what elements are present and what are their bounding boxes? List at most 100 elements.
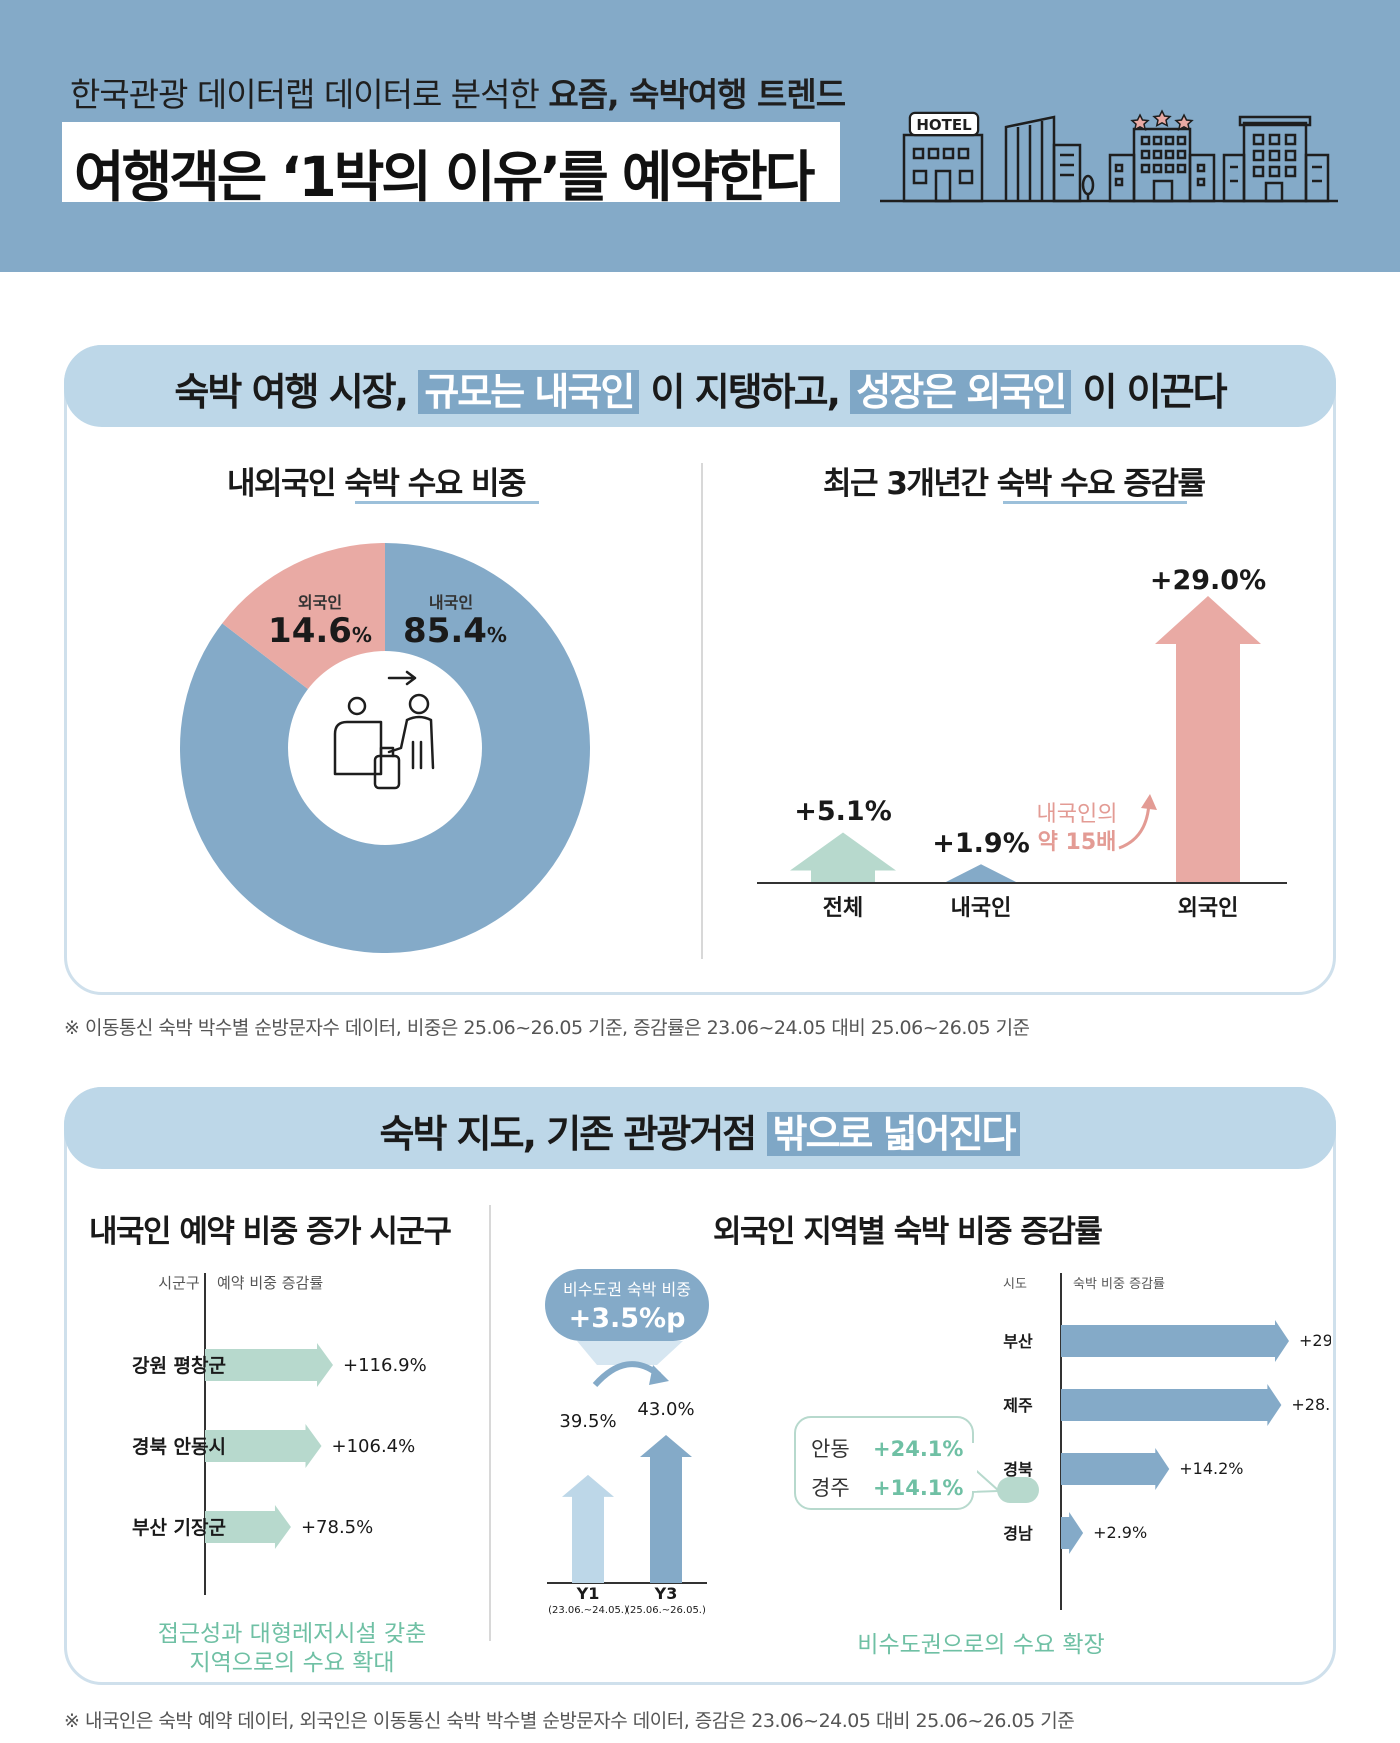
foreign-region-label: 경북 xyxy=(1003,1460,1033,1479)
header-banner: 한국관광 데이터랩 데이터로 분석한 요즘, 숙박여행 트렌드 여행객은 ‘1박… xyxy=(0,0,1400,272)
y3-label: Y3 xyxy=(654,1584,678,1603)
detail-callout-mask xyxy=(951,1443,977,1491)
section-market-share: 숙박 여행 시장, 규모는 내국인 이 지탱하고, 성장은 외국인 이 이끈다 … xyxy=(64,345,1336,995)
page-title: 여행객은 ‘1박의 이유’를 예약한다 xyxy=(74,145,815,209)
growth-arrow-total xyxy=(790,832,896,883)
section2-footnote: ※ 내국인은 숙박 예약 데이터, 외국인은 이동통신 숙박 박수별 순방문자수… xyxy=(64,1710,1075,1732)
donut-label-domestic: 내국인 xyxy=(429,593,473,612)
share-chart-title: 내외국인 숙박 수요 비중 xyxy=(227,466,527,502)
callout-tail xyxy=(577,1341,683,1365)
y3-period: (25.06.~26.05.) xyxy=(626,1605,706,1615)
domestic-col-header-region: 시군구 xyxy=(158,1274,199,1292)
section2-divider xyxy=(489,1205,491,1641)
foreign-region-label: 경남 xyxy=(1003,1524,1033,1543)
detail-name-gyeongju: 경주 xyxy=(811,1476,850,1500)
growth-annotation-arrow xyxy=(1118,802,1151,850)
growth-chart-title: 최근 3개년간 숙박 수요 증감률 xyxy=(823,466,1206,502)
header-subtitle: 한국관광 데이터랩 데이터로 분석한 요즘, 숙박여행 트렌드 xyxy=(70,68,846,116)
donut-value-domestic-unit: % xyxy=(487,623,507,647)
donut-value-domestic: 85.4% xyxy=(403,611,507,651)
section2-head-text: 숙박 지도, 기존 관광거점 밖으로 넓어진다 xyxy=(380,1103,1021,1158)
detail-name-andong: 안동 xyxy=(811,1437,850,1461)
foreign-region-value: +14.2% xyxy=(1179,1459,1243,1478)
foreign-region-label: 부산 xyxy=(1003,1332,1033,1351)
foreign-region-bar xyxy=(1061,1384,1282,1426)
non-metro-callout-value: +3.5%p xyxy=(569,1303,686,1334)
growth-cat-domestic: 내국인 xyxy=(951,896,1012,921)
header-subtitle-bold: 요즘, 숙박여행 트렌드 xyxy=(548,75,846,114)
section1-head-text: 숙박 여행 시장, 규모는 내국인 이 지탱하고, 성장은 외국인 이 이끈다 xyxy=(174,361,1228,416)
domestic-region-value: +78.5% xyxy=(301,1517,373,1538)
hotel-sign-text: HOTEL xyxy=(916,116,972,134)
foreign-region-title: 외국인 지역별 숙박 비중 증감률 xyxy=(713,1214,1103,1250)
growth-annotation-2: 약 15배 xyxy=(1038,830,1117,855)
domestic-region-value: +106.4% xyxy=(332,1436,416,1457)
change-arrowhead xyxy=(649,1365,669,1385)
growth-cat-foreign: 외국인 xyxy=(1178,896,1239,921)
share-arrow-y3 xyxy=(640,1435,692,1583)
donut-value-foreign: 14.6% xyxy=(268,611,372,651)
gyeongbuk-highlight xyxy=(997,1477,1039,1503)
growth-value-total: +5.1% xyxy=(794,796,892,827)
foreign-col-header-rate: 숙박 비중 증감률 xyxy=(1073,1277,1165,1292)
share-arrow-y1 xyxy=(562,1474,614,1583)
section1-divider xyxy=(701,463,703,959)
section1-head-part: 이 지탱하고, xyxy=(639,370,851,414)
domestic-region-title: 내국인 예약 비중 증가 시군구 xyxy=(89,1214,452,1250)
growth-title-underline xyxy=(1003,501,1187,504)
growth-value-foreign: +29.0% xyxy=(1150,565,1266,596)
donut-value-foreign-unit: % xyxy=(352,623,372,647)
domestic-col-header-rate: 예약 비중 증감률 xyxy=(217,1274,323,1292)
growth-cat-total: 전체 xyxy=(823,896,863,921)
domestic-caption-1: 접근성과 대형레저시설 갖춘 xyxy=(158,1621,427,1647)
section-map-expansion: 숙박 지도, 기존 관광거점 밖으로 넓어진다 내국인 예약 비중 증가 시군구… xyxy=(64,1087,1336,1685)
domestic-region-bar xyxy=(205,1424,322,1468)
non-metro-callout xyxy=(545,1269,709,1341)
domestic-region-bar xyxy=(205,1505,291,1549)
foreign-region-bar xyxy=(1061,1320,1289,1362)
detail-value-gyeongju: +14.1% xyxy=(873,1476,963,1500)
growth-arrow-foreign xyxy=(1155,596,1261,883)
growth-annotation-1: 내국인의 xyxy=(1037,802,1118,827)
detail-value-andong: +24.1% xyxy=(873,1437,963,1461)
share-title-underline xyxy=(355,501,539,504)
section1-head-part: 이 이끈다 xyxy=(1071,370,1227,414)
foreign-region-value: +28.9% xyxy=(1291,1395,1331,1414)
share-donut-chart: 외국인 14.6% 내국인 85.4% xyxy=(179,543,590,954)
section1-head-part: 숙박 여행 시장, xyxy=(174,370,419,414)
y3-value: 43.0% xyxy=(637,1399,694,1420)
section2-head-highlight: 밖으로 넓어진다 xyxy=(766,1112,1021,1156)
change-arrow xyxy=(592,1361,661,1388)
donut-value-domestic-num: 85.4 xyxy=(403,611,487,651)
domestic-caption-2: 지역으로의 수요 확대 xyxy=(189,1650,394,1675)
foreign-region-label: 제주 xyxy=(1003,1396,1033,1415)
y1-period: (23.06.~24.05.) xyxy=(548,1605,628,1615)
domestic-region-label: 경북 안동시 xyxy=(132,1436,226,1458)
foreign-region-value: +29.9% xyxy=(1299,1331,1331,1350)
domestic-region-bar xyxy=(205,1343,333,1387)
domestic-region-value: +116.9% xyxy=(343,1355,427,1376)
hotel-skyline-icon: HOTEL xyxy=(880,109,1338,203)
y1-value: 39.5% xyxy=(559,1411,616,1432)
non-metro-share-chart: 비수도권 숙박 비중 +3.5%p 39.5% 43.0% Y1 Y3 (23.… xyxy=(545,1269,709,1615)
foreign-col-header-region: 시도 xyxy=(1003,1277,1027,1292)
foreign-region-value: +2.9% xyxy=(1093,1523,1147,1542)
growth-arrow-chart: +5.1% +1.9% +29.0% 전체 내국인 외국인 내국인의 약 15배 xyxy=(757,565,1287,921)
section1-head-highlight: 성장은 외국인 xyxy=(850,370,1072,414)
non-metro-callout-title: 비수도권 숙박 비중 xyxy=(563,1280,691,1299)
front-desk-icon xyxy=(333,670,435,790)
domestic-region-label: 부산 기장군 xyxy=(132,1517,226,1539)
header-subtitle-plain: 한국관광 데이터랩 데이터로 분석한 xyxy=(70,75,549,114)
section1-footnote: ※ 이동통신 숙박 박수별 순방문자수 데이터, 비중은 25.06~26.05… xyxy=(64,1017,1030,1039)
donut-label-foreign: 외국인 xyxy=(298,593,342,612)
section2-head-part: 숙박 지도, 기존 관광거점 xyxy=(379,1112,767,1156)
section1-head: 숙박 여행 시장, 규모는 내국인 이 지탱하고, 성장은 외국인 이 이끈다 xyxy=(64,345,1336,427)
domestic-region-bar-chart: 시군구 예약 비중 증감률 강원 평창군 +116.9% 경북 안동시 +106.4%… xyxy=(132,1273,427,1675)
growth-annotation-arrowhead xyxy=(1141,794,1157,810)
foreign-region-bar xyxy=(1061,1512,1084,1554)
growth-arrow-domestic xyxy=(944,864,1018,883)
section1-head-highlight: 규모는 내국인 xyxy=(418,370,640,414)
header-title-box: 여행객은 ‘1박의 이유’를 예약한다 xyxy=(62,122,840,209)
foreign-region-bar xyxy=(1061,1448,1170,1490)
foreign-caption: 비수도권으로의 수요 확장 xyxy=(857,1632,1104,1658)
